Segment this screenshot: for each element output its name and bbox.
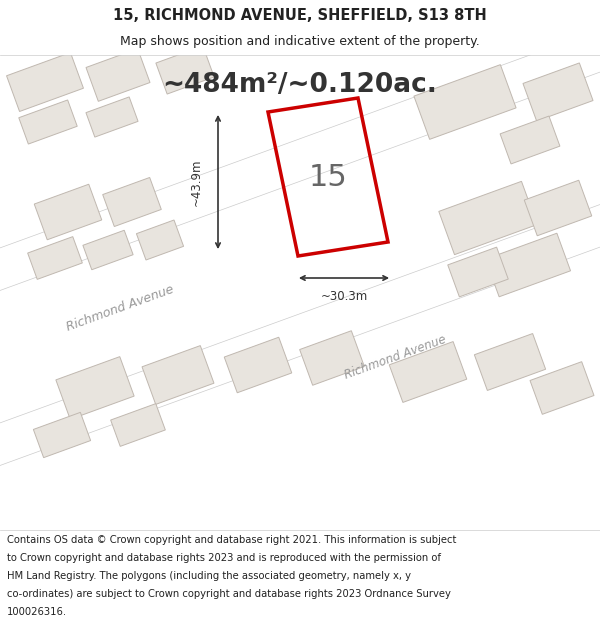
Polygon shape bbox=[475, 334, 545, 391]
Polygon shape bbox=[299, 331, 364, 385]
Polygon shape bbox=[19, 100, 77, 144]
Polygon shape bbox=[34, 184, 102, 240]
Polygon shape bbox=[224, 338, 292, 392]
Polygon shape bbox=[523, 63, 593, 121]
Polygon shape bbox=[524, 180, 592, 236]
Text: HM Land Registry. The polygons (including the associated geometry, namely x, y: HM Land Registry. The polygons (includin… bbox=[7, 571, 411, 581]
Text: ~30.3m: ~30.3m bbox=[320, 289, 368, 302]
Polygon shape bbox=[110, 404, 166, 446]
Polygon shape bbox=[86, 49, 150, 101]
Text: ~484m²/~0.120ac.: ~484m²/~0.120ac. bbox=[163, 72, 437, 98]
Text: Contains OS data © Crown copyright and database right 2021. This information is : Contains OS data © Crown copyright and d… bbox=[7, 535, 457, 545]
Polygon shape bbox=[414, 64, 516, 139]
Text: 100026316.: 100026316. bbox=[7, 607, 67, 617]
Polygon shape bbox=[439, 181, 537, 254]
Text: Richmond Avenue: Richmond Avenue bbox=[64, 282, 176, 334]
Polygon shape bbox=[136, 220, 184, 260]
Polygon shape bbox=[56, 357, 134, 419]
Polygon shape bbox=[485, 233, 571, 297]
Polygon shape bbox=[0, 188, 600, 482]
Polygon shape bbox=[156, 46, 214, 94]
Polygon shape bbox=[530, 362, 594, 414]
Polygon shape bbox=[142, 346, 214, 404]
Polygon shape bbox=[0, 13, 600, 307]
Text: Map shows position and indicative extent of the property.: Map shows position and indicative extent… bbox=[120, 35, 480, 48]
Text: 15: 15 bbox=[308, 162, 347, 191]
Polygon shape bbox=[28, 237, 82, 279]
Polygon shape bbox=[389, 342, 467, 402]
Polygon shape bbox=[34, 412, 91, 458]
Text: Richmond Avenue: Richmond Avenue bbox=[343, 332, 448, 381]
Polygon shape bbox=[448, 247, 508, 297]
Polygon shape bbox=[500, 116, 560, 164]
Polygon shape bbox=[83, 230, 133, 270]
Polygon shape bbox=[103, 177, 161, 226]
Text: to Crown copyright and database rights 2023 and is reproduced with the permissio: to Crown copyright and database rights 2… bbox=[7, 552, 441, 562]
Text: 15, RICHMOND AVENUE, SHEFFIELD, S13 8TH: 15, RICHMOND AVENUE, SHEFFIELD, S13 8TH bbox=[113, 8, 487, 23]
Polygon shape bbox=[86, 97, 138, 137]
Polygon shape bbox=[7, 52, 83, 111]
Text: co-ordinates) are subject to Crown copyright and database rights 2023 Ordnance S: co-ordinates) are subject to Crown copyr… bbox=[7, 589, 451, 599]
Text: ~43.9m: ~43.9m bbox=[190, 158, 203, 206]
